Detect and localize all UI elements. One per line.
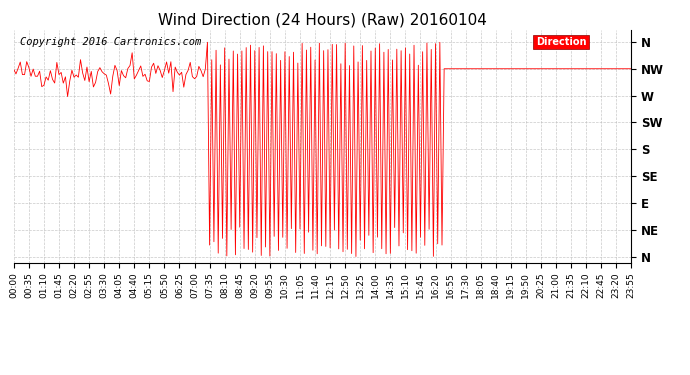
Text: Copyright 2016 Cartronics.com: Copyright 2016 Cartronics.com (20, 37, 201, 47)
Title: Wind Direction (24 Hours) (Raw) 20160104: Wind Direction (24 Hours) (Raw) 20160104 (158, 12, 487, 27)
Text: Direction: Direction (535, 37, 586, 47)
